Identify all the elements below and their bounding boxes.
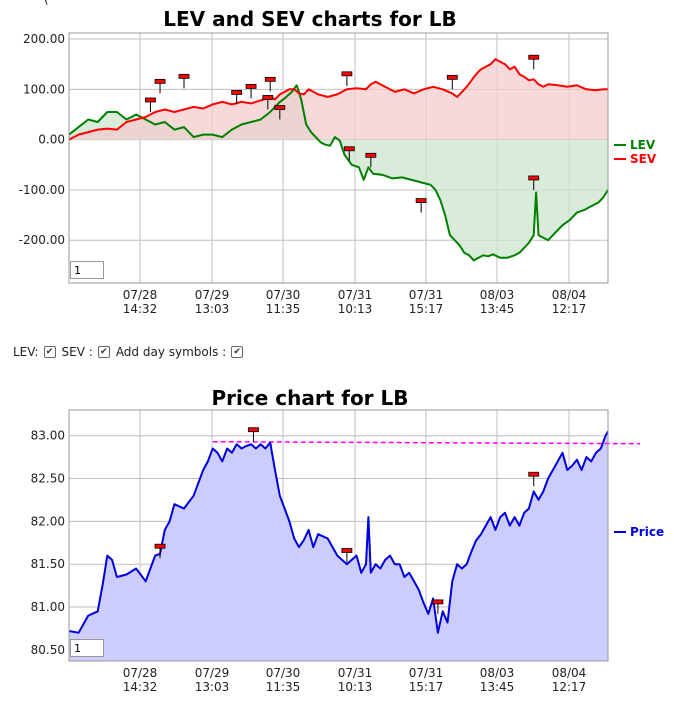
day-symbol-price xyxy=(154,543,166,559)
y-tick-label: 82.50 xyxy=(31,472,65,486)
day-symbol-lev xyxy=(365,152,377,168)
y-tick-label: 80.50 xyxy=(31,643,65,657)
day-symbol-sev xyxy=(528,54,540,70)
lev-legend-label: LEV xyxy=(630,138,656,152)
x-tick-label-time: 14:32 xyxy=(123,680,158,694)
x-tick-label-date: 08/03 xyxy=(480,666,515,680)
day-symbol-price xyxy=(432,599,444,614)
price-chart-title: Price chart for LB xyxy=(212,386,409,410)
price-axis-labels: 07/2814:3207/2913:0307/3011:3507/3110:13… xyxy=(31,429,587,694)
sev-checkbox[interactable] xyxy=(97,346,110,358)
lev-checkbox-label: LEV: xyxy=(13,345,39,359)
price-legend: Price xyxy=(614,525,664,539)
price-day-symbols xyxy=(154,427,540,614)
day-symbol-price xyxy=(528,471,540,487)
x-tick-label-time: 15:17 xyxy=(409,302,444,316)
y-tick-label: 82.00 xyxy=(31,514,65,528)
lev-sev-lines xyxy=(68,58,609,262)
x-tick-label-date: 07/31 xyxy=(409,288,444,302)
y-tick-label: 81.00 xyxy=(31,600,65,614)
x-tick-label-date: 07/28 xyxy=(123,288,158,302)
lev-sev-zoom-input[interactable]: 1 xyxy=(70,261,104,279)
x-tick-label-time: 12:17 xyxy=(552,302,587,316)
sev-legend: SEV xyxy=(614,152,657,166)
x-tick-label-date: 07/28 xyxy=(123,666,158,680)
day-symbol-sev xyxy=(341,71,353,86)
y-tick-label: 83.00 xyxy=(31,429,65,443)
day-symbol-lev xyxy=(178,73,190,89)
lev-legend: LEV xyxy=(614,138,656,152)
x-tick-label-time: 14:32 xyxy=(123,302,158,316)
x-tick-label-time: 13:03 xyxy=(195,302,230,316)
y-tick-label: 200.00 xyxy=(23,32,65,46)
x-tick-label-date: 07/31 xyxy=(338,288,373,302)
x-tick-label-time: 12:17 xyxy=(552,680,587,694)
day-symbol-price xyxy=(248,427,259,442)
x-tick-label-time: 10:13 xyxy=(338,302,373,316)
price-plot-frame xyxy=(68,409,609,662)
day-symbol-lev xyxy=(415,198,427,213)
lev-sev-axis-labels: 07/2814:3207/2913:0307/3011:3507/3110:13… xyxy=(19,32,587,316)
day-symbol-lev xyxy=(145,97,156,112)
series-line-price xyxy=(68,430,609,634)
reference-dashed-line xyxy=(212,440,641,445)
price-reference-line xyxy=(212,440,641,445)
day-symbols-checkbox-label: Add day symbols : xyxy=(115,345,227,359)
day-symbol-sev xyxy=(154,78,166,94)
y-tick-label: -200.00 xyxy=(19,233,65,247)
day-symbol-lev xyxy=(528,175,540,190)
x-tick-label-date: 07/30 xyxy=(266,288,301,302)
x-tick-label-time: 11:35 xyxy=(266,680,301,694)
price-area xyxy=(69,431,608,661)
price-zoom-input[interactable]: 1 xyxy=(70,639,104,657)
x-tick-label-date: 08/03 xyxy=(480,288,515,302)
x-tick-label-time: 15:17 xyxy=(409,680,444,694)
day-symbol-lev xyxy=(343,146,355,161)
price-grid xyxy=(69,410,608,661)
x-tick-label-date: 07/30 xyxy=(266,666,301,680)
x-tick-label-date: 07/31 xyxy=(409,666,444,680)
sev-checkbox-label: SEV : xyxy=(61,345,93,359)
price-legend-label: Price xyxy=(630,525,664,539)
series-line-lev xyxy=(68,84,609,262)
sev-legend-label: SEV xyxy=(630,152,657,166)
x-tick-label-time: 13:03 xyxy=(195,680,230,694)
y-tick-label: 100.00 xyxy=(23,82,65,96)
x-tick-label-time: 13:45 xyxy=(480,302,515,316)
lev-sev-chart-title: LEV and SEV charts for LB xyxy=(163,7,457,31)
day-symbol-lev xyxy=(274,105,286,120)
series-line-sev xyxy=(68,58,608,141)
page-link-fragment[interactable]: ( xyxy=(44,0,49,6)
x-tick-label-time: 10:13 xyxy=(338,680,373,694)
lev-sev-day-symbols xyxy=(145,54,540,213)
day-symbol-sev xyxy=(245,83,257,99)
y-tick-label: 81.50 xyxy=(31,557,65,571)
day-symbols-checkbox[interactable] xyxy=(231,346,244,358)
day-symbol-price xyxy=(341,548,353,563)
x-tick-label-date: 07/31 xyxy=(338,666,373,680)
lev-sev-plot-frame xyxy=(68,32,609,284)
day-symbol-sev xyxy=(264,76,276,92)
day-symbol-sev xyxy=(446,74,458,90)
price-line xyxy=(68,430,609,634)
x-tick-label-time: 13:45 xyxy=(480,680,515,694)
y-tick-label: -100.00 xyxy=(19,183,65,197)
x-tick-label-date: 07/29 xyxy=(195,666,230,680)
y-tick-label: 0.00 xyxy=(38,133,65,147)
x-tick-label-date: 08/04 xyxy=(552,288,587,302)
x-tick-label-time: 11:35 xyxy=(266,302,301,316)
series-area-price xyxy=(69,431,608,661)
series-area-lev xyxy=(69,85,608,261)
x-tick-label-date: 07/29 xyxy=(195,288,230,302)
day-symbol-lev xyxy=(262,95,274,110)
day-symbol-sev xyxy=(231,90,243,105)
chart-controls: LEV: SEV : Add day symbols : xyxy=(13,345,246,359)
lev-checkbox[interactable] xyxy=(43,346,56,358)
x-tick-label-date: 08/04 xyxy=(552,666,587,680)
